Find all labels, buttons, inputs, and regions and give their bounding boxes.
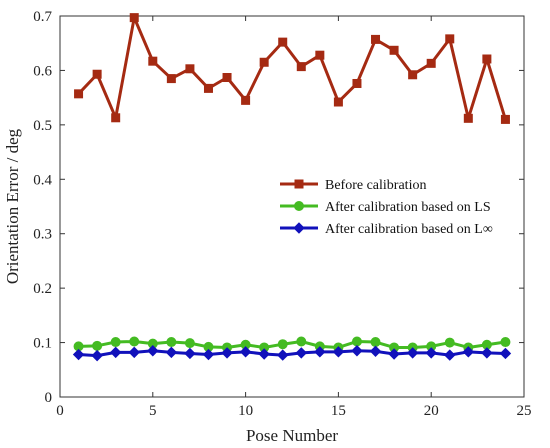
data-point xyxy=(315,50,325,60)
data-point xyxy=(129,13,139,23)
data-point xyxy=(259,57,269,67)
data-point xyxy=(74,89,84,99)
series-line xyxy=(78,339,506,349)
x-tick-label: 5 xyxy=(149,403,157,419)
data-point xyxy=(185,64,195,74)
data-point xyxy=(314,346,326,358)
data-point xyxy=(278,37,288,47)
data-point xyxy=(277,339,288,350)
series-2 xyxy=(73,336,511,353)
x-axis-label: Pose Number xyxy=(246,426,338,445)
series-line xyxy=(78,349,506,358)
legend-label: After calibration based on LS xyxy=(325,200,491,215)
data-point xyxy=(165,346,178,359)
data-point xyxy=(333,97,343,107)
data-point xyxy=(408,70,418,80)
y-tick-label: 0.6 xyxy=(33,63,52,79)
y-tick-label: 0.7 xyxy=(33,9,52,25)
data-point xyxy=(166,74,176,84)
data-point xyxy=(371,34,381,44)
data-point xyxy=(277,349,289,361)
legend-item: Before calibration xyxy=(280,178,426,193)
data-point xyxy=(351,345,363,357)
data-point xyxy=(388,348,400,360)
data-point xyxy=(184,338,195,349)
data-point xyxy=(111,113,121,123)
data-point xyxy=(406,347,419,359)
data-point xyxy=(166,337,177,348)
legend-label: After calibration based on L∞ xyxy=(325,222,493,237)
series-3 xyxy=(72,345,512,362)
series-layer xyxy=(72,13,512,362)
data-point xyxy=(445,34,455,44)
y-tick-label: 0.3 xyxy=(33,227,52,243)
axes: 0 5 10 15 20 25 0 0.1 0.2 0.3 0.4 0.5 0.6 0.7 xyxy=(33,9,531,419)
y-tick-label: 0 xyxy=(45,390,53,406)
data-point xyxy=(425,347,437,359)
y-axis-label: Orientation Error / deg xyxy=(3,128,22,284)
plot-frame xyxy=(59,15,525,398)
y-tick-label: 0.4 xyxy=(33,172,52,188)
x-tick-label: 25 xyxy=(517,403,532,419)
x-tick-label: 0 xyxy=(56,403,64,419)
series-line xyxy=(77,16,507,120)
x-tick-label: 15 xyxy=(331,403,346,419)
data-point xyxy=(332,346,345,358)
data-point xyxy=(369,345,382,357)
data-point xyxy=(91,349,103,362)
data-point xyxy=(462,346,475,358)
data-point xyxy=(184,347,196,360)
data-point xyxy=(203,83,213,93)
data-point xyxy=(426,58,436,68)
data-point xyxy=(499,347,512,360)
data-point xyxy=(221,347,233,359)
data-point xyxy=(351,336,362,347)
y-tick-label: 0.5 xyxy=(33,118,52,134)
data-point xyxy=(110,337,121,348)
data-point xyxy=(92,69,102,79)
data-point xyxy=(500,114,510,124)
data-point xyxy=(352,78,362,88)
series-1 xyxy=(74,13,510,124)
y-tick-label: 0.1 xyxy=(33,336,52,352)
legend-marker xyxy=(294,201,304,211)
legend-item: After calibration based on L∞ xyxy=(280,222,493,237)
data-point xyxy=(147,345,159,357)
data-point xyxy=(258,348,270,360)
data-point xyxy=(129,336,140,347)
data-point xyxy=(295,347,307,359)
data-point xyxy=(444,337,455,348)
legend-marker xyxy=(294,179,304,189)
data-point xyxy=(109,346,122,359)
legend-marker xyxy=(293,222,305,234)
y-tick-label: 0.2 xyxy=(33,281,52,297)
data-point xyxy=(296,336,307,347)
data-point xyxy=(128,346,140,359)
data-point xyxy=(241,95,251,105)
x-tick-label: 20 xyxy=(424,403,439,419)
legend-label: Before calibration xyxy=(325,178,426,193)
legend: Before calibration After calibration base… xyxy=(280,178,493,237)
data-point xyxy=(202,348,215,361)
data-point xyxy=(389,45,399,55)
data-point xyxy=(222,73,232,83)
x-tick-label: 10 xyxy=(238,403,253,419)
legend-item: After calibration based on LS xyxy=(280,200,491,215)
data-point xyxy=(482,54,492,64)
data-point xyxy=(481,347,493,359)
data-point xyxy=(92,340,103,351)
data-point xyxy=(72,348,85,361)
data-point xyxy=(239,346,252,358)
data-point xyxy=(444,349,456,361)
data-point xyxy=(296,62,306,72)
data-point xyxy=(500,337,511,348)
data-point xyxy=(463,113,473,123)
data-point xyxy=(148,56,158,66)
data-point xyxy=(370,337,381,348)
